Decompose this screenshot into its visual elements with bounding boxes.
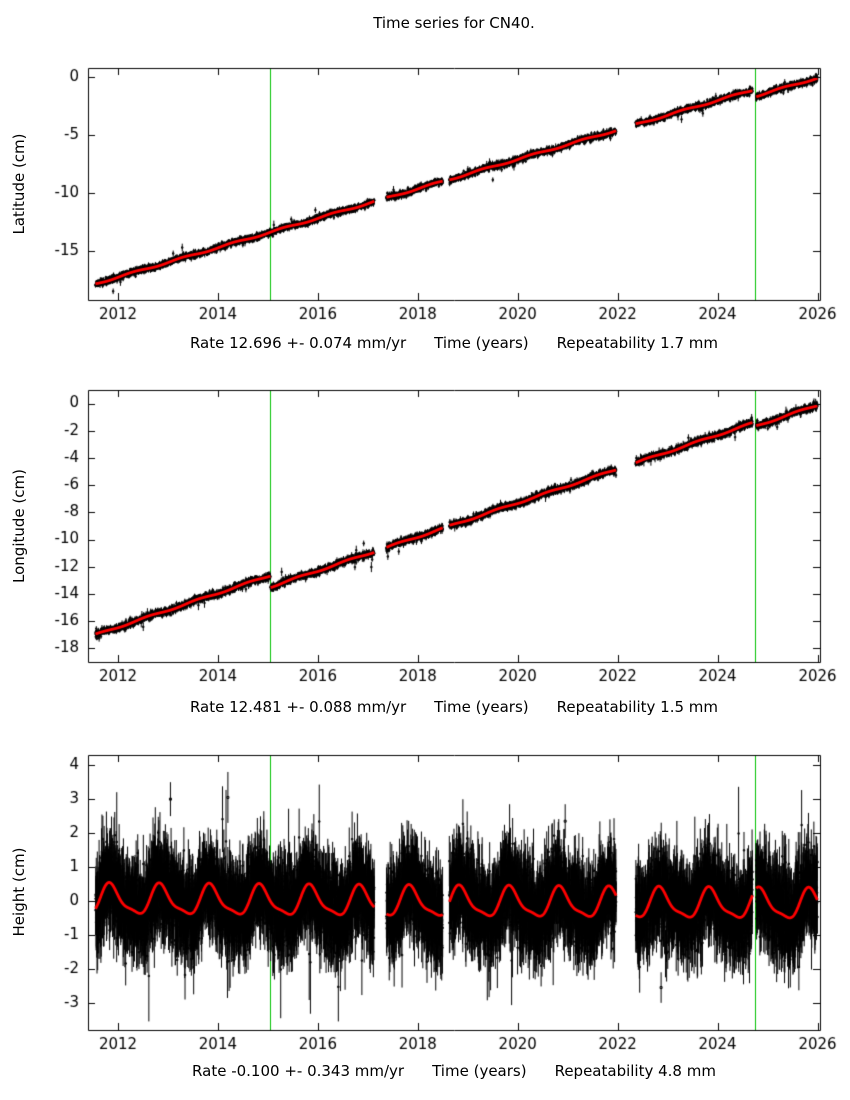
height-axis-label: Height (cm) bbox=[10, 847, 28, 937]
height-rate-label: Rate -0.100 +- 0.343 mm/yr bbox=[192, 1062, 405, 1080]
height-repeatability-label: Repeatability 4.8 mm bbox=[554, 1062, 716, 1080]
latitude-repeatability-label: Repeatability 1.7 mm bbox=[556, 334, 719, 352]
latitude-footer: Rate 12.696 +- 0.074 mm/yr Time (years) … bbox=[88, 334, 820, 352]
longitude-axis-label: Longitude (cm) bbox=[10, 469, 28, 583]
longitude-repeatability-label: Repeatability 1.5 mm bbox=[556, 698, 719, 716]
height-xaxis-title: Time (years) bbox=[432, 1062, 527, 1080]
longitude-chart-canvas bbox=[0, 360, 850, 690]
latitude-chart-canvas bbox=[0, 40, 850, 365]
longitude-xaxis-title: Time (years) bbox=[434, 698, 529, 716]
longitude-footer: Rate 12.481 +- 0.088 mm/yr Time (years) … bbox=[88, 698, 820, 716]
latitude-axis-label: Latitude (cm) bbox=[10, 133, 28, 235]
chart-title: Time series for CN40. bbox=[373, 14, 535, 32]
height-chart-canvas bbox=[0, 728, 850, 1058]
longitude-rate-label: Rate 12.481 +- 0.088 mm/yr bbox=[189, 698, 407, 716]
latitude-xaxis-title: Time (years) bbox=[434, 334, 529, 352]
latitude-rate-label: Rate 12.696 +- 0.074 mm/yr bbox=[189, 334, 407, 352]
height-footer: Rate -0.100 +- 0.343 mm/yr Time (years) … bbox=[88, 1062, 820, 1080]
